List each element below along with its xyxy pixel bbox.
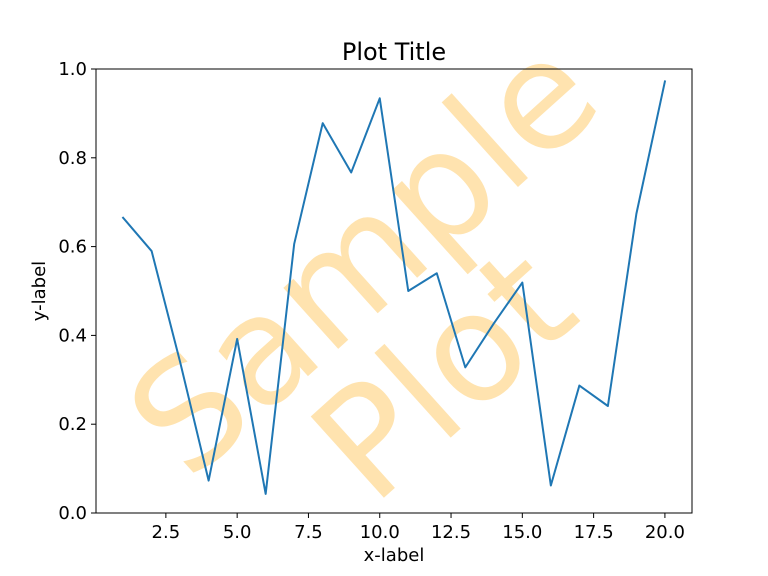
y-tick-label: 0.8 bbox=[58, 148, 87, 169]
x-tick-label: 17.5 bbox=[574, 522, 614, 543]
y-tick-label: 1.0 bbox=[58, 59, 87, 80]
series-layer bbox=[121, 80, 667, 495]
series-line-1 bbox=[121, 80, 667, 495]
chart-title: Plot Title bbox=[342, 38, 446, 66]
plot-area-frame bbox=[95, 68, 693, 514]
x-tick-label: 20.0 bbox=[645, 522, 685, 543]
y-tick-label: 0.6 bbox=[58, 237, 87, 258]
x-axis: 2.5 5.0 7.5 10.0 12.5 15.0 17.5 20.0 bbox=[152, 513, 685, 543]
x-tick-label: 10.0 bbox=[360, 522, 400, 543]
y-axis-label: y-label bbox=[29, 261, 50, 321]
x-axis-label: x-label bbox=[364, 545, 425, 566]
x-tick-label: 5.0 bbox=[223, 522, 252, 543]
y-tick-label: 0.0 bbox=[58, 503, 87, 524]
y-axis: 0.0 0.2 0.4 0.6 0.8 1.0 bbox=[58, 59, 96, 524]
y-tick-label: 0.4 bbox=[58, 325, 87, 346]
y-tick-label: 0.2 bbox=[58, 414, 87, 435]
x-tick-label: 7.5 bbox=[294, 522, 323, 543]
x-tick-label: 12.5 bbox=[431, 522, 471, 543]
x-tick-label: 2.5 bbox=[152, 522, 181, 543]
x-tick-label: 15.0 bbox=[502, 522, 542, 543]
